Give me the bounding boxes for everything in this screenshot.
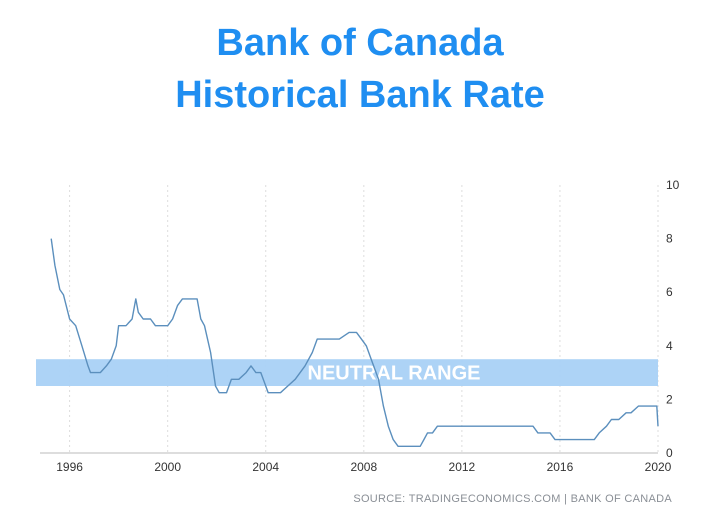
y-tick-label: 4 — [666, 339, 673, 353]
neutral-range-band-group: NEUTRAL RANGE — [36, 359, 658, 386]
x-tick-label: 2020 — [645, 460, 672, 474]
series-layer — [50, 238, 659, 447]
x-tick-label: 2016 — [547, 460, 574, 474]
y-tick-label: 10 — [666, 178, 680, 192]
x-tick-label: 2004 — [252, 460, 279, 474]
x-tick-label: 1996 — [56, 460, 83, 474]
y-tick-label: 8 — [666, 232, 673, 246]
chart-title-line-1: Bank of Canada — [216, 22, 504, 64]
source-note: SOURCE: TRADINGECONOMICS.COM | BANK OF C… — [353, 493, 672, 505]
bank-rate-chart: NEUTRAL RANGE 1996 2000 2004 2008 2012 2016 20… — [36, 178, 680, 474]
x-tick-label: 2000 — [154, 460, 181, 474]
y-tick-label: 2 — [666, 392, 673, 406]
grid-lines — [69, 185, 659, 453]
chart-title-line-2: Historical Bank Rate — [175, 74, 545, 116]
neutral-range-band — [36, 359, 658, 386]
y-tick-label: 0 — [666, 446, 673, 460]
bank-rate-series-line — [50, 238, 659, 447]
x-tick-label: 2008 — [350, 460, 377, 474]
x-tick-label: 2012 — [449, 460, 476, 474]
neutral-range-label: NEUTRAL RANGE — [308, 363, 481, 385]
y-tick-label: 6 — [666, 285, 673, 299]
